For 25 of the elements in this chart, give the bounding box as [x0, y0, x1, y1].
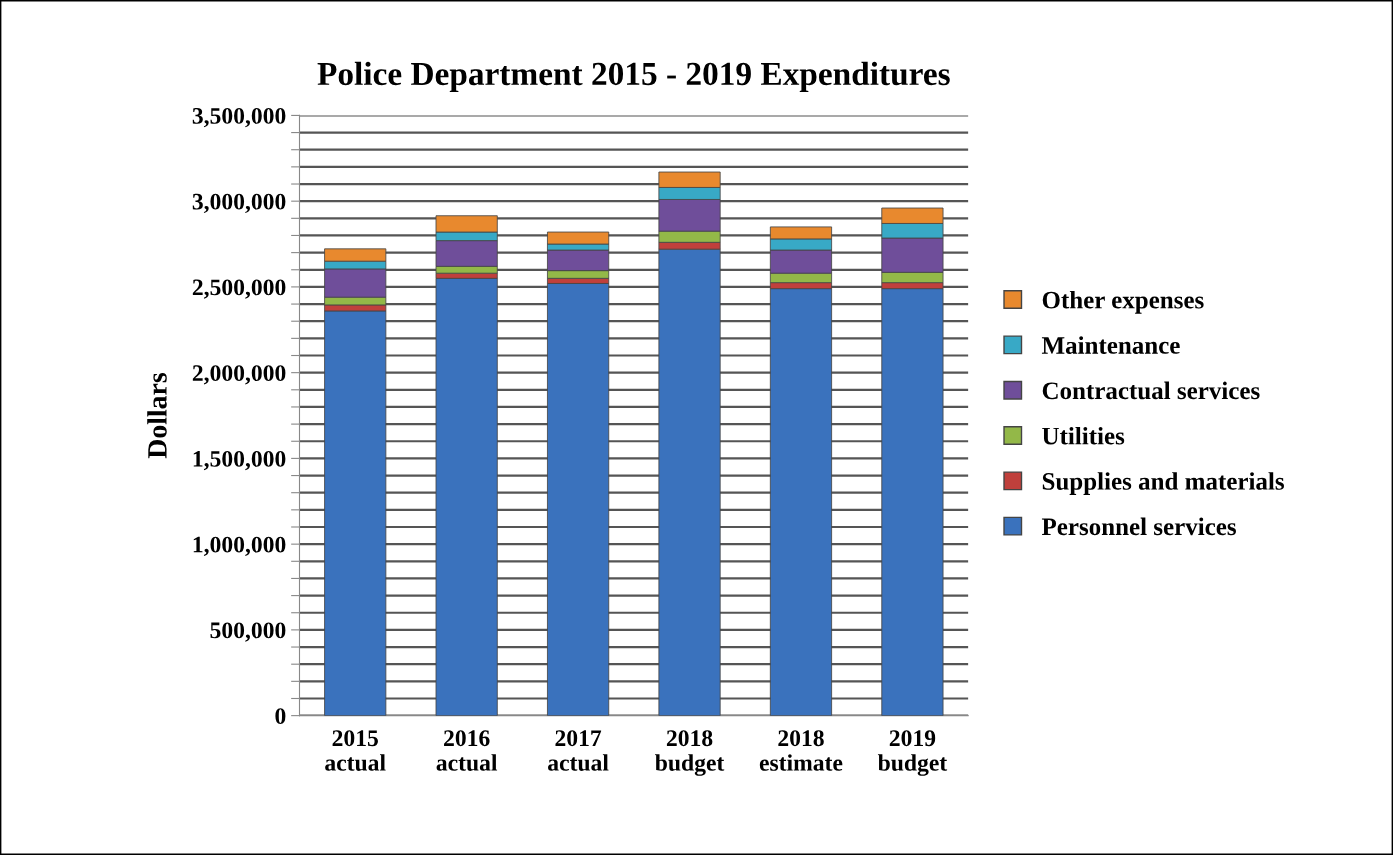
x-tick-label: 2015 actual — [325, 730, 386, 771]
x-tick-label: 2018 budget — [655, 730, 725, 776]
y-tick-label: 0 — [275, 708, 286, 725]
y-tick-label: 2,000,000 — [192, 365, 286, 385]
x-tick-label: 2019 budget — [877, 730, 948, 776]
legend-label: Personnel services — [1041, 517, 1236, 536]
y-axis-title: Dollars — [147, 373, 167, 459]
x-tick-label: 2016 actual — [436, 730, 498, 771]
legend-label: Maintenance — [1041, 336, 1180, 354]
y-tick-label: 1,000,000 — [193, 536, 286, 556]
y-tick-label: 2,500,000 — [192, 279, 286, 299]
legend-label: Contractual services — [1042, 381, 1260, 400]
x-tick-label: 2018 estimate — [759, 730, 843, 771]
x-tick-label: 2017 actual — [548, 730, 609, 771]
y-tick-label: 1,500,000 — [193, 450, 286, 471]
bar — [547, 283, 610, 716]
y-tick-label: 500,000 — [210, 622, 286, 642]
y-tick-label: 3,000,000 — [192, 193, 286, 214]
legend-label: Utilities — [1042, 426, 1125, 445]
chart-title: Police Department 2015 - 2019 Expenditures — [317, 61, 950, 92]
bar — [324, 310, 387, 716]
bar — [435, 277, 498, 716]
y-tick-label: 3,500,000 — [192, 107, 286, 128]
legend-label: Other expenses — [1042, 290, 1204, 314]
legend-label: Supplies and materials — [1042, 472, 1284, 495]
